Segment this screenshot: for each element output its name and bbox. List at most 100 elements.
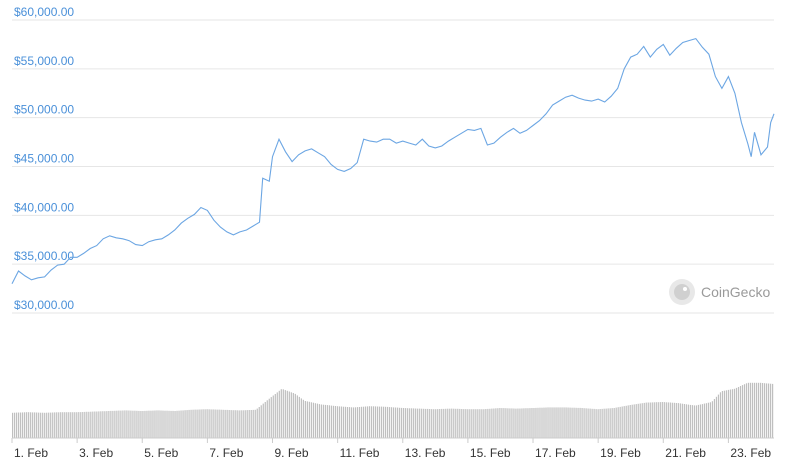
volume-bar	[493, 408, 495, 438]
volume-bar	[226, 409, 228, 438]
volume-bar	[126, 410, 128, 438]
volume-bar	[294, 393, 296, 438]
volume-bar	[298, 396, 300, 438]
volume-bar	[374, 406, 377, 438]
volume-bar	[320, 404, 323, 438]
volume-bar	[593, 408, 595, 438]
volume-bar	[461, 409, 463, 438]
volume-bar	[693, 405, 695, 438]
volume-bar	[417, 408, 419, 438]
volume-bar	[40, 412, 42, 438]
volume-bar	[322, 404, 325, 438]
volume-bar	[717, 394, 720, 438]
volume-bar	[761, 383, 764, 438]
volume-bar	[505, 408, 507, 438]
volume-bar	[517, 408, 519, 438]
volume-bar	[577, 407, 579, 438]
volume-bar	[709, 402, 712, 438]
volume-bar	[16, 412, 18, 438]
volume-bar	[767, 383, 770, 438]
x-tick-label: 7. Feb	[209, 446, 243, 460]
volume-bar	[208, 409, 210, 438]
volume-bar	[625, 405, 627, 438]
y-axis-ticks: $60,000.00 $55,000.00 $50,000.00 $45,000.00…	[14, 5, 74, 312]
volume-bar	[481, 409, 483, 438]
volume-bar	[763, 383, 766, 438]
volume-bar	[523, 408, 525, 438]
volume-bar	[228, 410, 230, 438]
volume-bar	[306, 401, 308, 438]
volume-bar	[258, 407, 260, 438]
volume-bar	[166, 410, 168, 438]
volume-bar	[527, 408, 529, 438]
volume-bar	[621, 406, 623, 438]
volume-bar	[617, 407, 619, 438]
x-tick-label: 17. Feb	[535, 446, 576, 460]
volume-bar	[150, 410, 152, 438]
volume-bar	[665, 402, 667, 438]
volume-bar	[78, 412, 80, 438]
volume-bar	[110, 410, 112, 438]
volume-bar	[148, 410, 150, 438]
volume-bar	[567, 407, 569, 438]
volume-bar	[274, 394, 276, 438]
volume-bar	[697, 404, 700, 438]
volume-bar	[401, 407, 403, 438]
volume-bar	[104, 411, 106, 438]
volume-bar	[711, 401, 714, 438]
volume-bar	[122, 410, 124, 438]
volume-bar	[138, 410, 140, 438]
volume-bar	[248, 410, 250, 438]
volume-bar	[182, 410, 184, 438]
volume-bar	[36, 412, 38, 438]
volume-bar	[82, 412, 84, 438]
volume-bar	[513, 408, 515, 438]
volume-bar	[545, 407, 547, 438]
volume-bar	[224, 409, 226, 438]
volume-bar	[491, 408, 493, 438]
volume-bar	[555, 407, 557, 438]
volume-bar	[689, 404, 691, 438]
volume-bar	[677, 403, 679, 438]
volume-bar	[344, 406, 347, 438]
volume-bar	[459, 408, 461, 438]
volume-bar	[86, 411, 88, 438]
volume-bar	[88, 411, 90, 438]
volume-bar	[202, 409, 204, 438]
volume-bar	[541, 407, 543, 438]
volume-bar	[487, 408, 489, 438]
volume-bar	[246, 410, 248, 438]
volume-bar	[551, 407, 553, 438]
volume-bar	[262, 403, 264, 438]
volume-bar	[561, 407, 563, 438]
volume-bar	[236, 410, 238, 438]
price-series	[11, 37, 775, 284]
volume-bar	[769, 383, 772, 438]
volume-bar	[188, 409, 190, 438]
volume-bar	[719, 392, 722, 438]
volume-bar	[433, 409, 435, 438]
volume-bar	[411, 408, 413, 438]
volume-bar	[192, 409, 194, 438]
volume-bar	[655, 402, 657, 438]
volume-bar	[382, 406, 385, 438]
volume-bar	[256, 408, 258, 438]
volume-bar	[366, 406, 369, 438]
volume-bar	[445, 408, 447, 438]
volume-bar	[286, 390, 288, 438]
volume-bar	[503, 408, 505, 438]
volume-bar	[603, 408, 605, 438]
volume-bar	[154, 410, 156, 438]
volume-bar	[599, 409, 601, 438]
volume-bar	[186, 410, 188, 438]
volume-bar	[587, 408, 589, 438]
volume-bar	[22, 412, 24, 438]
volume-bar	[180, 410, 182, 438]
volume-bar	[26, 412, 28, 438]
volume-bar	[206, 409, 208, 438]
volume-bar	[168, 410, 170, 438]
x-tick-label: 5. Feb	[144, 446, 178, 460]
volume-bar	[421, 408, 423, 438]
volume-bar	[531, 408, 533, 438]
volume-bar	[609, 408, 611, 438]
